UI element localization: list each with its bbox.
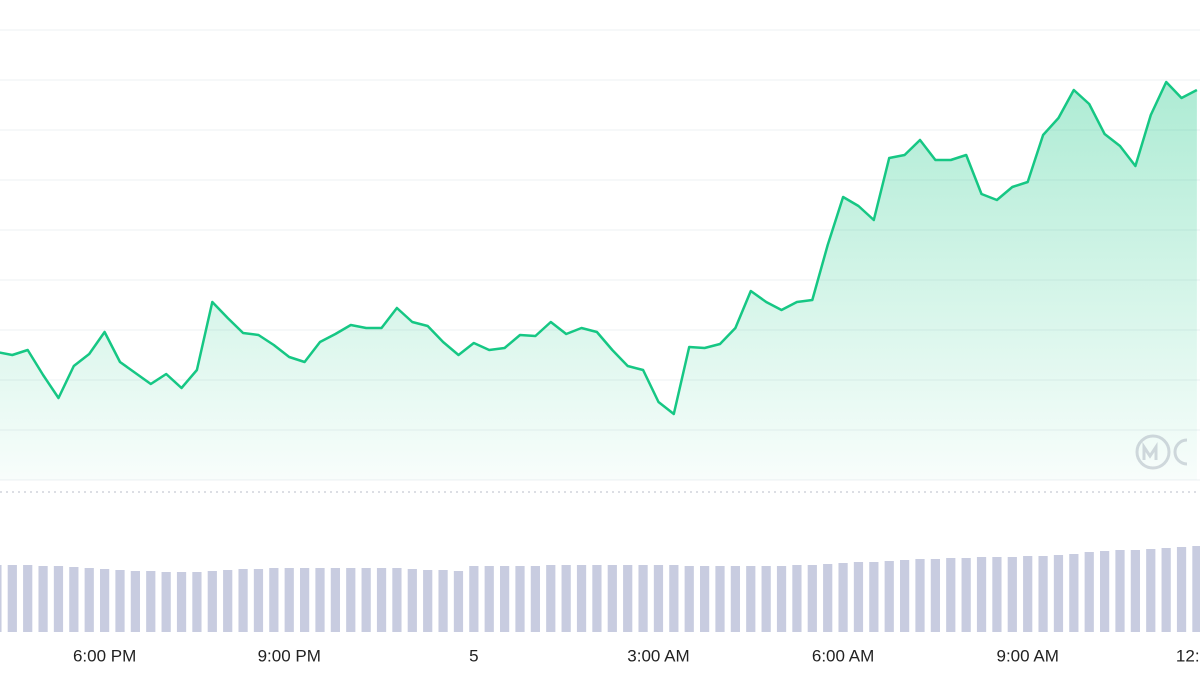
volume-bar [284,568,294,632]
x-tick-label: 12:00 PM [1176,646,1200,665]
volume-bar [453,571,464,632]
volume-bar [269,568,279,632]
volume-bar [761,566,771,632]
volume-bar [684,566,694,632]
watermark-logo [1135,434,1188,470]
volume-bar [900,560,910,632]
volume-bar [961,558,971,632]
volume-bar [500,566,510,632]
volume-bar [915,559,925,632]
volume-bar [361,568,371,632]
x-axis: 6:00 PM 9:00 PM 5 3:00 AM 6:00 AM 9:00 AM 12:0… [73,646,1200,665]
volume-bar [792,565,802,632]
volume-bar [607,565,617,632]
volume-bar [1053,555,1064,632]
volume-bar [561,565,571,632]
volume-bar [253,569,264,632]
volume-bar [546,565,556,632]
volume-bar [869,562,879,632]
volume-bar [638,565,648,632]
volume-bar [1007,557,1017,632]
volume-bar [992,557,1002,632]
volume-bar [376,568,387,632]
volume-bar [238,569,248,632]
x-tick-label: 5 [469,646,478,665]
volume-bar [69,567,79,632]
volume-bar [392,568,402,632]
volume-bar [1115,550,1125,632]
volume-bar [1176,547,1187,632]
volume-bar [315,568,325,632]
volume-bar [469,566,479,632]
volume-bar [207,571,217,632]
x-tick-label: 6:00 AM [812,646,874,665]
volume-bar [623,565,633,632]
volume-bar [176,572,187,632]
volume-bar [884,561,894,632]
volume-bar [1023,556,1033,632]
volume-bar [576,565,587,632]
volume-bar [715,566,725,632]
volume-bar [300,568,310,632]
volume-bars [0,546,1200,632]
volume-bar [1038,556,1048,632]
volume-bar [946,558,956,632]
x-tick-label: 3:00 AM [627,646,689,665]
volume-bar [838,563,848,632]
volume-bar [776,566,787,632]
volume-bar [407,569,417,632]
volume-bar [1069,554,1079,632]
volume-bar [0,565,2,632]
volume-bar [1192,546,1200,632]
volume-bar [130,571,140,632]
volume-bar [192,572,202,632]
volume-bar [484,566,494,632]
x-tick-label: 6:00 PM [73,646,136,665]
volume-bar [669,565,679,632]
volume-bar [746,566,756,632]
volume-bar [330,568,340,632]
volume-bar [100,569,110,632]
volume-bar [115,570,125,632]
volume-bar [653,565,664,632]
volume-bar [1084,552,1094,632]
volume-bar [223,570,233,632]
volume-bar [146,571,156,632]
volume-bar [592,565,602,632]
volume-bar [853,562,864,632]
volume-bar [930,559,940,632]
price-area [0,82,1197,480]
price-line [0,80,1198,416]
volume-bar [807,565,817,632]
volume-bar [1146,549,1156,632]
volume-bar [438,570,448,632]
volume-bar [1161,548,1171,632]
volume-bar [530,566,540,632]
volume-bar [823,564,833,632]
x-tick-label: 9:00 PM [258,646,321,665]
x-tick-label: 9:00 AM [997,646,1059,665]
volume-bar [84,568,94,632]
volume-bar [1130,550,1140,632]
volume-bar [23,565,33,632]
volume-bar [38,566,48,632]
volume-bar [1100,551,1110,632]
volume-bar [700,566,710,632]
plot [0,80,1198,480]
volume-bar [53,566,64,632]
volume-bar [7,565,17,632]
volume-bar [730,566,740,632]
volume-bar [976,557,987,632]
volume-bar [423,570,433,632]
volume-bar [346,568,356,632]
volume-bar [161,572,171,632]
volume-bar [515,566,525,632]
